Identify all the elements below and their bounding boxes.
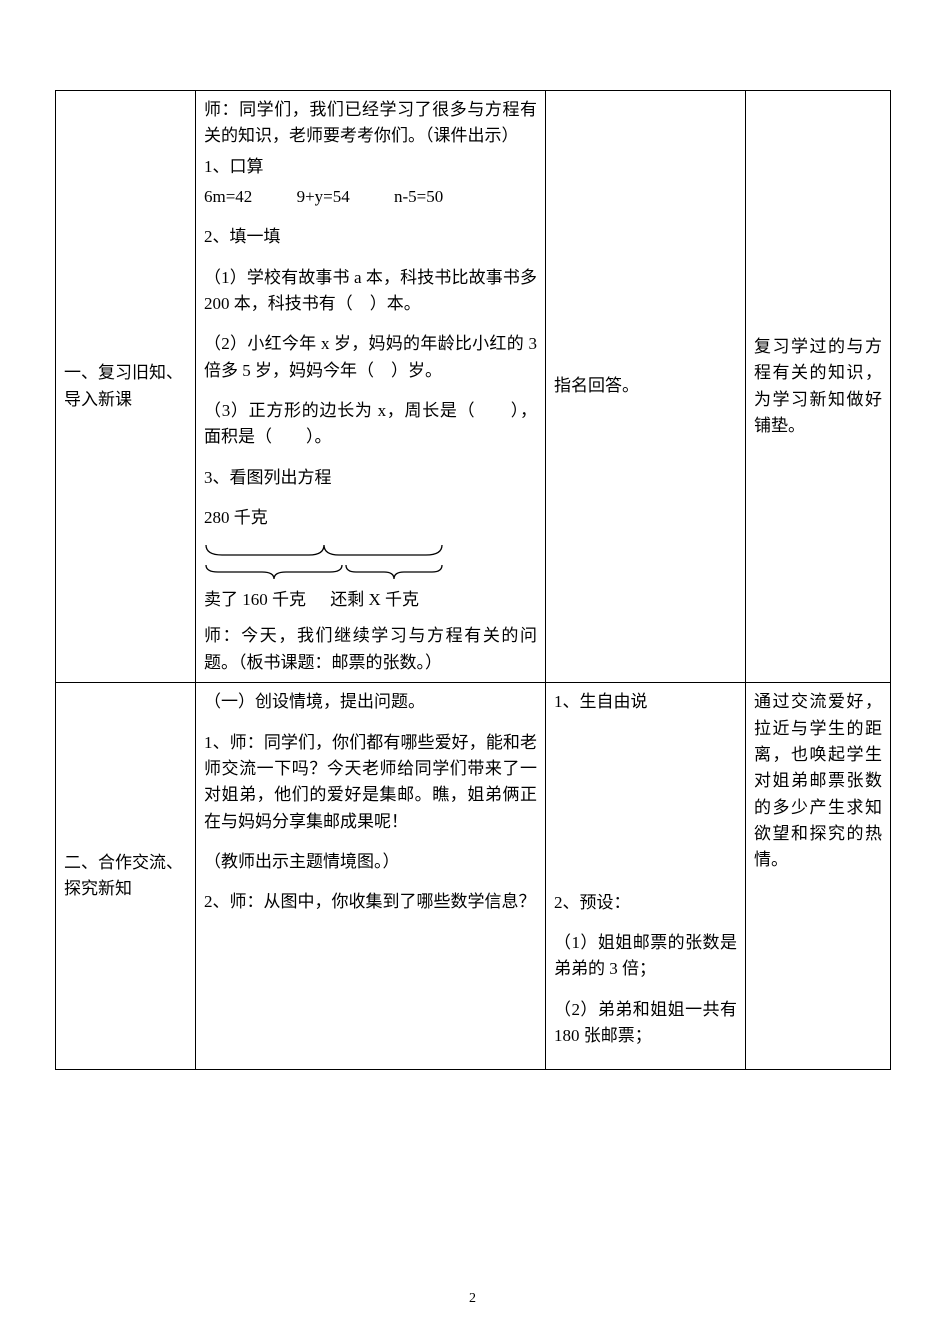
document-page: 一、复习旧知、导入新课 师：同学们，我们已经学习了很多与方程有关的知识，老师要考… — [0, 0, 945, 1110]
remain-label: 还剩 X 千克 — [330, 590, 419, 609]
section-title-cell: 一、复习旧知、导入新课 — [56, 91, 196, 683]
table-row: 二、合作交流、探究新知 （一）创设情境，提出问题。 1、师：同学们，你们都有哪些… — [56, 683, 891, 1070]
section-title: 一、复习旧知、导入新课 — [64, 360, 187, 413]
intent-text: 通过交流爱好，拉近与学生的距离，也唤起学生对姐弟邮票张数的多少产生求知欲望和探究… — [754, 689, 882, 873]
task-label: 1、口算 — [204, 154, 537, 180]
student-text: 2、预设： — [554, 890, 737, 916]
brace-top-icon — [204, 543, 444, 561]
teacher-activity-cell: 师：同学们，我们已经学习了很多与方程有关的知识，老师要考考你们。（课件出示） 1… — [196, 91, 546, 683]
equation: 6m=42 — [204, 187, 252, 206]
teacher-intro: 师：同学们，我们已经学习了很多与方程有关的知识，老师要考考你们。（课件出示） — [204, 97, 537, 150]
sold-label: 卖了 160 千克 — [204, 590, 306, 609]
page-number: 2 — [0, 1291, 945, 1307]
brace-bottom-right-icon — [344, 563, 444, 581]
teacher-heading: （一）创设情境，提出问题。 — [204, 689, 537, 715]
task-label: 2、填一填 — [204, 224, 537, 250]
student-activity-cell: 指名回答。 — [546, 91, 746, 683]
student-text: （1）姐姐邮票的张数是弟弟的 3 倍； — [554, 930, 737, 983]
brace-bottom-left-icon — [204, 563, 344, 581]
equations-row: 6m=42 9+y=54 n-5=50 — [204, 184, 537, 210]
teacher-para: （教师出示主题情境图。） — [204, 849, 537, 875]
student-text: 指名回答。 — [554, 373, 737, 399]
fill-blank: （1）学校有故事书 a 本，科技书比故事书多 200 本，科技书有（ ）本。 — [204, 265, 537, 318]
design-intent-cell: 复习学过的与方程有关的知识，为学习新知做好铺垫。 — [746, 91, 891, 683]
brace-diagram: 卖了 160 千克 还剩 X 千克 — [204, 535, 444, 605]
student-text: 1、生自由说 — [554, 689, 737, 715]
fill-blank: （2）小红今年 x 岁，妈妈的年龄比小红的 3 倍多 5 岁，妈妈今年（ ）岁。 — [204, 331, 537, 384]
teacher-para: 2、师：从图中，你收集到了哪些数学信息？ — [204, 889, 537, 915]
student-activity-cell: 1、生自由说 2、预设： （1）姐姐邮票的张数是弟弟的 3 倍； （2）弟弟和姐… — [546, 683, 746, 1070]
student-text: （2）弟弟和姐姐一共有 180 张邮票； — [554, 997, 737, 1050]
design-intent-cell: 通过交流爱好，拉近与学生的距离，也唤起学生对姐弟邮票张数的多少产生求知欲望和探究… — [746, 683, 891, 1070]
section-title-cell: 二、合作交流、探究新知 — [56, 683, 196, 1070]
fill-blank: （3）正方形的边长为 x，周长是（ ），面积是（ ）。 — [204, 398, 537, 451]
task-label: 3、看图列出方程 — [204, 465, 537, 491]
table-row: 一、复习旧知、导入新课 师：同学们，我们已经学习了很多与方程有关的知识，老师要考… — [56, 91, 891, 683]
teacher-activity-cell: （一）创设情境，提出问题。 1、师：同学们，你们都有哪些爱好，能和老师交流一下吗… — [196, 683, 546, 1070]
section-title: 二、合作交流、探究新知 — [64, 850, 187, 903]
lesson-plan-table: 一、复习旧知、导入新课 师：同学们，我们已经学习了很多与方程有关的知识，老师要考… — [55, 90, 891, 1070]
teacher-para: 1、师：同学们，你们都有哪些爱好，能和老师交流一下吗？今天老师给同学们带来了一对… — [204, 730, 537, 835]
equation: 9+y=54 — [297, 187, 350, 206]
diagram-caption: 卖了 160 千克 还剩 X 千克 — [204, 587, 464, 613]
intent-text: 复习学过的与方程有关的知识，为学习新知做好铺垫。 — [754, 334, 882, 439]
equation: n-5=50 — [394, 187, 443, 206]
teacher-outro: 师：今天，我们继续学习与方程有关的问题。（板书课题：邮票的张数。） — [204, 623, 537, 676]
weight-top-label: 280 千克 — [204, 505, 537, 531]
